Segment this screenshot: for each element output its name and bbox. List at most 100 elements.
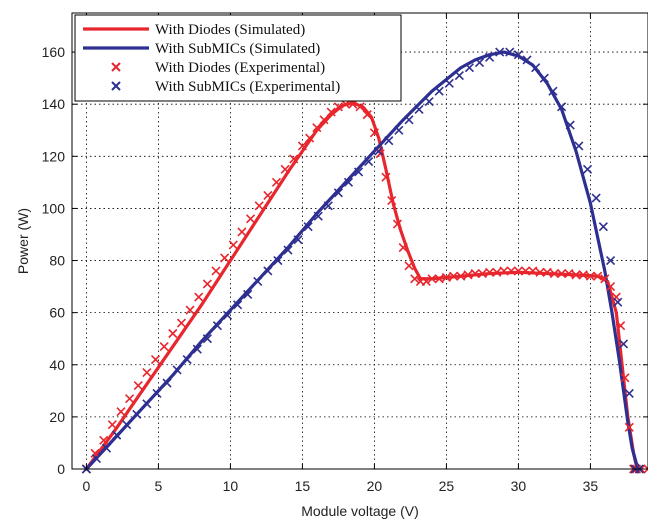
- series-3-marker: [506, 266, 516, 276]
- series-3-marker: [176, 318, 187, 328]
- series-3-marker: [571, 270, 581, 280]
- y-tick-label: 160: [42, 44, 66, 60]
- series-4-marker: [434, 86, 444, 96]
- series-3-marker: [333, 102, 343, 112]
- series-4-marker: [172, 365, 182, 375]
- series-3-marker: [449, 271, 459, 281]
- series-4-marker: [574, 141, 584, 151]
- series-4-marker: [454, 70, 464, 81]
- y-tick-label: 100: [42, 200, 66, 216]
- series-4-marker: [91, 454, 102, 464]
- series-3-marker: [341, 99, 351, 109]
- series-4-marker: [343, 177, 354, 187]
- x-axis-label: Module voltage (V): [301, 503, 419, 519]
- legend: With Diodes (Simulated) With SubMICs (Sim…: [74, 14, 402, 102]
- series-3-marker: [427, 274, 437, 284]
- series-3-marker: [297, 141, 307, 151]
- series-3-marker: [326, 107, 336, 117]
- y-tick-label: 40: [49, 357, 65, 373]
- series-4-marker: [505, 47, 515, 57]
- series-4-marker: [531, 63, 541, 73]
- series-4-marker: [485, 52, 495, 62]
- series-3-marker: [280, 164, 290, 174]
- series-4-marker: [557, 102, 567, 112]
- y-tick-label: 60: [49, 305, 65, 321]
- series-3-marker: [578, 270, 588, 280]
- y-tick-label: 20: [49, 409, 65, 425]
- series-3-marker: [245, 214, 256, 224]
- legend-item-4: With SubMICs (Experimental): [111, 79, 340, 95]
- series-3-marker: [185, 305, 195, 315]
- legend-swatch: [111, 81, 121, 91]
- y-tick-label: 80: [49, 253, 65, 269]
- series-3-marker: [643, 464, 648, 474]
- series-3-marker: [600, 274, 610, 284]
- x-tick-label: 35: [583, 478, 599, 494]
- series-3-marker: [398, 242, 408, 253]
- series-4-marker: [374, 146, 384, 156]
- series-4-marker: [444, 78, 454, 88]
- series-3-marker: [375, 149, 385, 159]
- series-3-marker: [421, 276, 431, 286]
- series-3-marker: [605, 282, 616, 292]
- series-3-marker: [624, 422, 634, 432]
- series-3-marker: [593, 271, 603, 281]
- x-tick-label: 5: [155, 478, 163, 494]
- series-3-marker: [107, 420, 117, 430]
- series-4-marker: [142, 399, 152, 409]
- series-4-marker: [233, 300, 243, 310]
- series-3-marker: [220, 253, 230, 263]
- series-4-marker: [513, 50, 523, 60]
- series-3-marker: [263, 190, 273, 200]
- plot-frame: [71, 12, 648, 470]
- series-3-marker: [585, 271, 595, 281]
- series-4-marker: [132, 409, 142, 419]
- series-4-marker: [364, 156, 374, 167]
- x-tick-label: 20: [367, 478, 383, 494]
- y-tick-label: 120: [42, 148, 66, 164]
- series-3-marker: [355, 102, 365, 112]
- series-4-marker: [404, 115, 414, 125]
- series-4-marker: [333, 188, 343, 198]
- y-tick-label: 140: [42, 96, 66, 112]
- series-3-marker: [348, 99, 358, 109]
- series-3-marker: [441, 272, 451, 283]
- series-4-marker: [605, 255, 616, 266]
- series-4-marker: [212, 321, 223, 331]
- x-tick-label: 10: [223, 478, 239, 494]
- series-3-marker: [611, 292, 621, 302]
- series-4-marker: [192, 344, 202, 354]
- series-3-marker: [620, 373, 630, 383]
- series-4-marker: [424, 97, 434, 107]
- series-4-marker: [565, 120, 575, 130]
- series-3-marker: [616, 321, 626, 331]
- series-4-marker: [162, 378, 172, 388]
- series-4-marker: [464, 63, 475, 73]
- series-3-marker: [521, 266, 531, 276]
- legend-item-2: With SubMICs (Simulated): [83, 41, 320, 57]
- series-3-marker: [392, 219, 403, 229]
- legend-label: With Diodes (Simulated): [155, 22, 305, 38]
- series-4-marker: [384, 136, 394, 146]
- series-4-marker: [122, 420, 132, 430]
- series-3-marker: [194, 292, 204, 302]
- legend-label: With SubMICs (Experimental): [155, 79, 340, 95]
- ticks: 0 5 10 15 20 25 30 35 0 20 40 60 80 100 120 140 160: [42, 13, 648, 494]
- series-3-marker: [513, 266, 523, 276]
- x-tick-label: 15: [295, 478, 311, 494]
- series-3-marker: [470, 269, 480, 279]
- series-4-marker: [591, 193, 601, 203]
- legend-label: With SubMICs (Simulated): [155, 41, 320, 57]
- x-tick-label: 30: [511, 478, 527, 494]
- series-3-marker: [271, 177, 282, 187]
- series-3-marker: [202, 279, 212, 289]
- series-3-marker: [549, 269, 559, 279]
- series-3-marker: [463, 270, 473, 280]
- series-4-marker: [582, 164, 593, 174]
- series-3-marker: [535, 267, 545, 277]
- series-3-marker: [434, 274, 444, 284]
- series-3-marker: [542, 267, 552, 277]
- series-3-marker: [125, 394, 135, 404]
- series-3-marker: [211, 266, 221, 276]
